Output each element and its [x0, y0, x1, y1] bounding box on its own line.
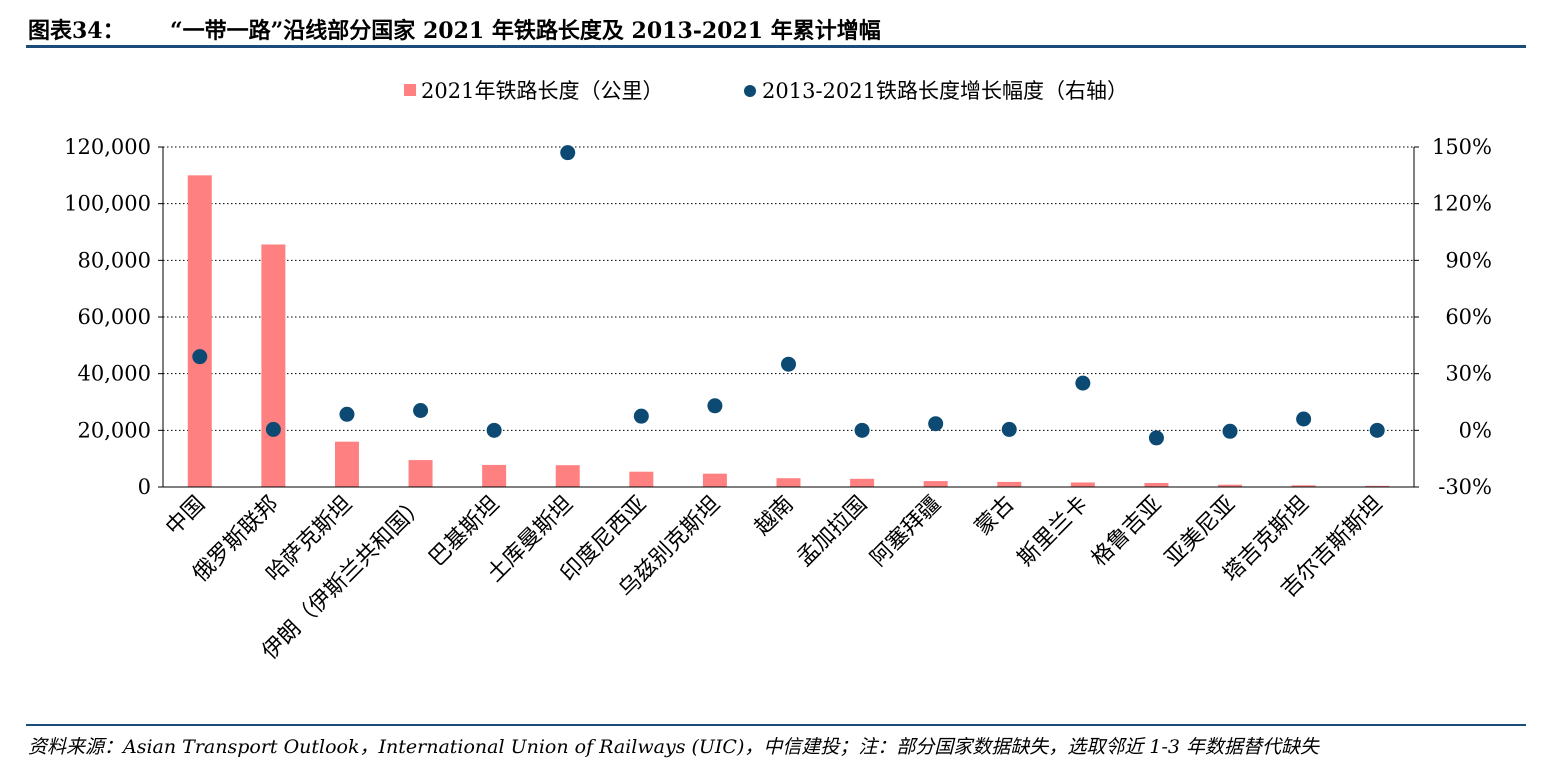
data-point	[486, 422, 502, 438]
figure-title: 图表34： “一带一路”沿线部分国家 2021 年铁路长度及 2013-2021 …	[28, 13, 881, 45]
bar	[555, 465, 580, 487]
bar	[1144, 483, 1169, 487]
category-label: 蒙古	[971, 492, 1020, 541]
bar	[923, 481, 948, 487]
bar	[629, 471, 654, 487]
data-point	[928, 416, 944, 432]
bar	[776, 478, 801, 487]
data-point	[1222, 423, 1238, 439]
bar	[334, 441, 359, 487]
category-label: 阿塞拜疆	[866, 492, 946, 572]
left-tick-label: 60,000	[78, 305, 151, 329]
legend-label-bar: 2021年铁路长度（公里）	[421, 79, 663, 103]
category-label: 中国	[161, 492, 210, 541]
right-tick-label: -30%	[1438, 475, 1492, 499]
right-axis: -30% 0% 30% 60% 90% 120% 150%	[1413, 135, 1492, 499]
category-label: 孟加拉国	[792, 492, 872, 572]
right-tick-label: 0%	[1459, 418, 1492, 442]
data-point	[339, 406, 355, 422]
scatter-series	[192, 145, 1385, 446]
category-label: 格鲁吉亚	[1087, 492, 1167, 572]
bar	[997, 481, 1022, 487]
bar	[1365, 485, 1390, 487]
bar	[702, 473, 727, 487]
left-tick-label: 100,000	[64, 192, 151, 216]
data-point	[1148, 430, 1164, 446]
gridlines	[163, 146, 1414, 431]
x-axis: 中国俄罗斯联邦哈萨克斯坦伊朗（伊斯兰共和国）巴基斯坦土库曼斯坦印度尼西亚乌兹别克…	[161, 486, 1414, 665]
bar	[261, 244, 286, 487]
data-point	[707, 398, 723, 414]
bar	[482, 464, 507, 487]
bar	[1218, 484, 1243, 487]
right-tick-label: 60%	[1445, 305, 1492, 329]
data-point	[192, 349, 208, 365]
data-point	[265, 421, 281, 437]
right-tick-label: 150%	[1432, 135, 1492, 159]
data-point	[854, 422, 870, 438]
data-point	[560, 145, 576, 161]
chart: 2021年铁路长度（公里） 2013-2021铁路长度增长幅度（右轴） 0 20,0…	[64, 79, 1492, 665]
source-note: 资料来源：Asian Transport Outlook，Internation…	[28, 736, 1320, 758]
legend: 2021年铁路长度（公里） 2013-2021铁路长度增长幅度（右轴）	[404, 79, 1128, 103]
figure-label: 图表34：	[28, 18, 125, 44]
left-tick-label: 120,000	[64, 135, 151, 159]
legend-swatch-dot	[744, 85, 756, 97]
bar	[408, 460, 433, 487]
data-point	[1075, 375, 1091, 391]
right-tick-label: 120%	[1432, 192, 1492, 216]
bar	[1070, 482, 1095, 487]
bar	[850, 478, 875, 487]
left-axis: 0 20,000 40,000 60,000 80,000 100,000 120,000	[64, 135, 164, 499]
data-point	[413, 403, 429, 418]
right-tick-label: 90%	[1445, 248, 1492, 272]
legend-swatch-bar	[404, 84, 416, 96]
category-label: 越南	[750, 492, 799, 541]
bar-series	[187, 175, 1390, 488]
left-tick-label: 40,000	[78, 362, 151, 386]
legend-label-dot: 2013-2021铁路长度增长幅度（右轴）	[762, 79, 1128, 103]
left-tick-label: 20,000	[78, 418, 151, 442]
category-label: 斯里兰卡	[1013, 492, 1093, 572]
data-point	[1369, 422, 1385, 438]
bar	[1291, 485, 1316, 487]
data-point	[633, 408, 649, 424]
figure-title-text: “一带一路”沿线部分国家 2021 年铁路长度及 2013-2021 年累计增幅	[170, 18, 881, 44]
data-point	[1296, 411, 1312, 427]
right-tick-label: 30%	[1445, 362, 1492, 386]
data-point	[1001, 421, 1017, 437]
left-tick-label: 80,000	[78, 248, 151, 272]
left-tick-label: 0	[138, 475, 151, 499]
bar	[187, 175, 212, 488]
data-point	[781, 356, 796, 372]
figure-footer: 资料来源：Asian Transport Outlook，Internation…	[26, 724, 1526, 759]
figure-header: 图表34： “一带一路”沿线部分国家 2021 年铁路长度及 2013-2021 …	[26, 10, 1526, 48]
